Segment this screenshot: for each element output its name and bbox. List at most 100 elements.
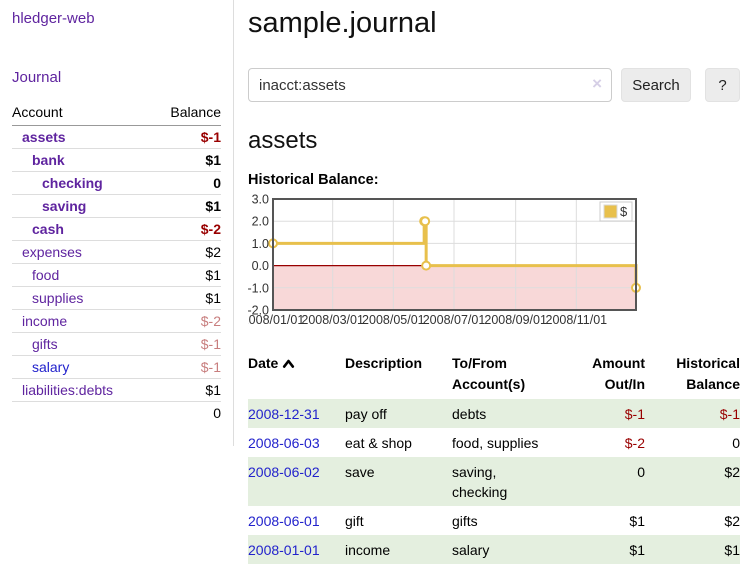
register-cell-balance: $-1	[719, 406, 740, 422]
account-balance: $-1	[151, 125, 221, 149]
help-button[interactable]: ?	[705, 68, 740, 102]
svg-text:3.0: 3.0	[252, 193, 269, 207]
account-row: bank $1	[12, 148, 221, 172]
account-row: checking 0	[12, 171, 221, 195]
account-balance: $-1	[151, 355, 221, 379]
account-row: income $-2	[12, 309, 221, 333]
register-cell-date: 2008-06-03	[248, 428, 345, 457]
account-balance: $1	[151, 148, 221, 172]
transaction-date-link[interactable]: 2008-12-31	[248, 406, 320, 422]
svg-text:2.0: 2.0	[252, 215, 269, 229]
svg-text:2008/01/01: 2008/01/01	[248, 313, 304, 327]
account-row: supplies $1	[12, 286, 221, 310]
account-link[interactable]: salary	[32, 359, 70, 375]
account-balance: $2	[151, 240, 221, 264]
accounts-header-account: Account	[12, 101, 152, 126]
account-row: gifts $-1	[12, 332, 221, 356]
app-brand-link[interactable]: hledger-web	[12, 10, 95, 27]
accounts-table: Account Balance assets $-1 bank $1 checking 0…	[12, 101, 221, 424]
account-row: food $1	[12, 263, 221, 287]
account-row: assets $-1	[12, 125, 221, 149]
account-link[interactable]: food	[32, 267, 60, 283]
account-balance: $-1	[151, 332, 221, 356]
account-balance: $1	[151, 286, 221, 310]
transaction-date-link[interactable]: 2008-06-01	[248, 513, 320, 529]
svg-text:0.0: 0.0	[252, 259, 269, 273]
svg-text:2008/07/01: 2008/07/01	[423, 313, 486, 327]
account-balance: $-2	[151, 309, 221, 333]
transaction-date-link[interactable]: 2008-01-01	[248, 542, 320, 558]
register-table: Date Description To/From Account(s) Amou…	[248, 351, 740, 564]
register-header-description: Description	[345, 355, 423, 371]
register-cell-date: 2008-06-02	[248, 457, 345, 506]
account-link[interactable]: cash	[32, 221, 64, 237]
account-link[interactable]: saving	[42, 198, 87, 214]
account-row: liabilities:debts $1	[12, 378, 221, 402]
main-content: sample.journal × Search ? assets Histori…	[248, 0, 740, 564]
accounts-header-balance: Balance	[151, 101, 221, 126]
account-link[interactable]: supplies	[32, 290, 84, 306]
clear-search-icon[interactable]: ×	[592, 74, 602, 93]
sort-ascending-icon[interactable]	[282, 354, 295, 375]
transaction-date-link[interactable]: 2008-06-02	[248, 464, 320, 480]
register-header-date[interactable]: Date	[248, 351, 345, 399]
transaction-date-link[interactable]: 2008-06-03	[248, 435, 320, 451]
register-cell-date: 2008-06-01	[248, 506, 345, 535]
account-balance: $1	[151, 263, 221, 287]
register-cell-balance: $2	[724, 464, 740, 480]
account-heading: assets	[248, 127, 318, 154]
account-link[interactable]: expenses	[22, 244, 82, 260]
account-row: saving $1	[12, 194, 221, 218]
register-cell-description: pay off	[345, 406, 387, 422]
svg-text:2008/09/01: 2008/09/01	[484, 313, 547, 327]
account-link[interactable]: checking	[42, 175, 103, 191]
register-cell-description: eat & shop	[345, 435, 412, 451]
svg-text:1.0: 1.0	[252, 237, 269, 251]
register-row: 2008-06-03 eat & shop food, supplies $-2 0	[248, 428, 740, 457]
register-row: 2008-01-01 income salary $1 $1	[248, 535, 740, 564]
account-balance: 0	[151, 171, 221, 195]
register-cell-date: 2008-12-31	[248, 399, 345, 428]
account-row: expenses $2	[12, 240, 221, 264]
register-cell-accounts: gifts	[452, 513, 478, 529]
account-row: salary $-1	[12, 355, 221, 379]
account-row: cash $-2	[12, 217, 221, 241]
register-cell-accounts: saving, checking	[452, 464, 508, 500]
account-balance: $-2	[151, 217, 221, 241]
svg-text:2008/05/01: 2008/05/01	[362, 313, 425, 327]
search-button[interactable]: Search	[621, 68, 691, 102]
account-link[interactable]: income	[22, 313, 68, 329]
search-input[interactable]	[248, 68, 612, 102]
register-row: 2008-06-01 gift gifts $1 $2	[248, 506, 740, 535]
accounts-total-row: 0	[12, 401, 221, 424]
sidebar-item-journal[interactable]: Journal	[12, 69, 62, 86]
register-header-row: Date Description To/From Account(s) Amou…	[248, 351, 740, 399]
svg-text:2008/11/01: 2008/11/01	[546, 313, 608, 327]
register-cell-balance: 0	[732, 435, 740, 451]
account-link[interactable]: liabilities:debts	[22, 382, 114, 398]
register-cell-balance: $2	[724, 513, 740, 529]
svg-text:2008/03/01: 2008/03/01	[301, 313, 364, 327]
accounts-table-header: Account Balance	[12, 101, 221, 126]
register-cell-amount: $-1	[624, 406, 645, 422]
sidebar: hledger-web Journal Account Balance asse…	[0, 0, 234, 446]
register-header-balance: Historical Balance	[676, 355, 740, 392]
register-cell-amount: $-2	[624, 435, 645, 451]
account-link[interactable]: gifts	[32, 336, 58, 352]
register-cell-accounts: debts	[452, 406, 487, 422]
register-cell-description: income	[345, 542, 391, 558]
account-link[interactable]: assets	[22, 129, 66, 145]
register-cell-amount: 0	[637, 464, 645, 480]
register-cell-balance: $1	[724, 542, 740, 558]
page-title: sample.journal	[248, 7, 437, 39]
register-row: 2008-12-31 pay off debts $-1 $-1	[248, 399, 740, 428]
search-bar: × Search ?	[248, 68, 740, 102]
register-row: 2008-06-02 save saving, checking 0 $2	[248, 457, 740, 506]
accounts-total-spacer	[12, 401, 152, 424]
register-header-accounts: To/From Account(s)	[452, 355, 526, 392]
svg-text:-2.0: -2.0	[248, 304, 269, 318]
register-cell-description: save	[345, 464, 375, 480]
account-balance: $1	[151, 194, 221, 218]
chart-title: Historical Balance:	[248, 172, 379, 188]
account-link[interactable]: bank	[32, 152, 65, 168]
